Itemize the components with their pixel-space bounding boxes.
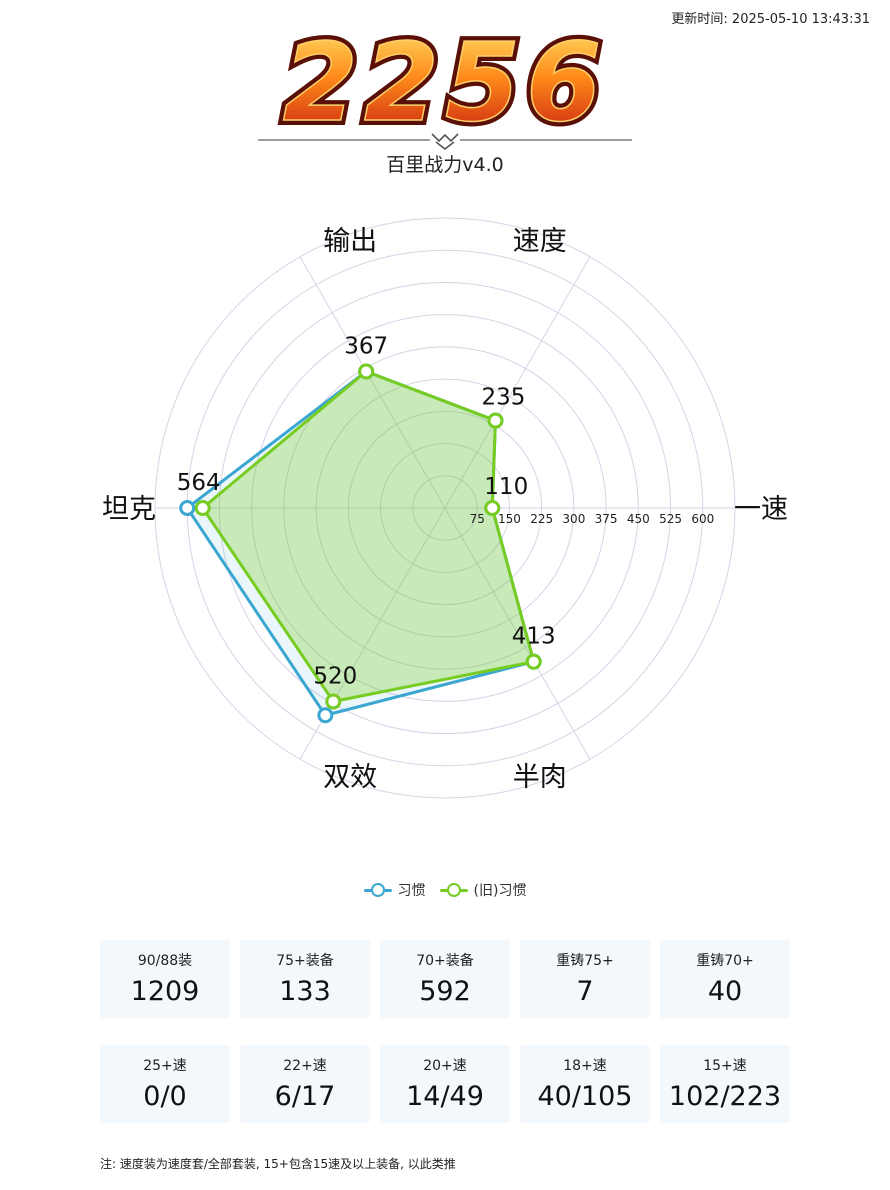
footnote: 注: 速度装为速度套/全部套装, 15+包含15速及以上装备, 以此类推 — [100, 1157, 456, 1171]
stat-label: 90/88装 — [137, 953, 193, 969]
stat-value: 7 — [576, 976, 594, 1007]
stat-label: 重铸70+ — [696, 953, 754, 969]
stat-value: 14/49 — [406, 1081, 484, 1112]
data-point — [317, 707, 334, 724]
stat-label: 15+速 — [703, 1058, 747, 1074]
tick-label: 450 — [627, 512, 650, 526]
update-time: 更新时间: 2025-05-10 13:43:31 — [671, 12, 870, 27]
axis-spoke — [444, 507, 591, 760]
axis-label: 半肉 — [513, 762, 567, 793]
stat-value: 0/0 — [143, 1081, 187, 1112]
stat-card-speed-18: 18+速 40/105 — [520, 1045, 650, 1123]
legend-item-old-habit[interactable]: (旧)习惯 — [439, 880, 527, 900]
data-point — [358, 363, 375, 380]
stat-card-speed-20: 20+速 14/49 — [380, 1045, 510, 1123]
stat-label: 25+速 — [143, 1058, 187, 1074]
axis-label: 双效 — [323, 762, 377, 793]
data-label: 367 — [344, 333, 388, 359]
stat-card-reforge-75: 重铸75+ 7 — [520, 940, 650, 1018]
tick-label: 225 — [530, 512, 553, 526]
stat-card-speed-25: 25+速 0/0 — [100, 1045, 230, 1123]
stat-value: 592 — [419, 976, 471, 1007]
axis-label: 输出 — [323, 226, 377, 257]
legend-label-old-habit: (旧)习惯 — [473, 883, 527, 899]
data-point — [194, 500, 211, 516]
chart-legend: 习惯 (旧)习惯 — [0, 880, 890, 900]
stat-label: 70+装备 — [416, 953, 474, 969]
stat-card-90-88: 90/88装 1209 — [100, 940, 230, 1018]
data-point — [525, 653, 542, 670]
stat-card-75-plus: 75+装备 133 — [240, 940, 370, 1018]
data-point — [487, 412, 504, 429]
stat-value: 133 — [279, 976, 331, 1007]
tick-label: 375 — [595, 512, 618, 526]
stat-value: 40 — [707, 976, 743, 1007]
tick-label: 150 — [498, 512, 521, 526]
legend-item-habit[interactable]: 习惯 — [363, 880, 426, 900]
axis-spoke — [444, 256, 591, 509]
stat-label: 22+速 — [283, 1058, 327, 1074]
legend-marker-old-habit — [439, 883, 468, 897]
axis-label: 速度 — [513, 226, 567, 257]
stat-label: 重铸75+ — [556, 953, 614, 969]
legend-marker-habit — [363, 883, 392, 897]
score-logo-graphic: 2256 2256 — [258, 16, 632, 151]
divider-ornament-icon — [431, 133, 459, 151]
stat-card-speed-22: 22+速 6/17 — [240, 1045, 370, 1123]
legend-label-habit: 习惯 — [397, 883, 426, 899]
axis-spoke — [299, 256, 446, 509]
data-point — [179, 500, 196, 516]
stat-label: 20+速 — [423, 1058, 467, 1074]
data-point — [325, 693, 342, 710]
stat-value: 102/223 — [668, 1081, 782, 1112]
stat-value: 40/105 — [537, 1081, 633, 1112]
speed-stats-row: 25+速 0/0 22+速 6/17 20+速 14/49 18+速 40/10… — [100, 1045, 790, 1123]
logo-text-shadow: 2256 — [283, 22, 608, 146]
stat-card-70-plus: 70+装备 592 — [380, 940, 510, 1018]
stat-card-reforge-70: 重铸70+ 40 — [660, 940, 790, 1018]
stat-label: 18+速 — [563, 1058, 607, 1074]
axis-label: 坦克 — [102, 494, 156, 525]
stat-label: 75+装备 — [276, 953, 334, 969]
subtitle: 百里战力v4.0 — [386, 154, 504, 176]
stat-value: 1209 — [130, 976, 200, 1007]
data-label: 520 — [313, 663, 357, 689]
data-label: 235 — [482, 385, 526, 411]
equipment-stats-row: 90/88装 1209 75+装备 133 70+装备 592 重铸75+ 7 … — [100, 940, 790, 1018]
data-label: 110 — [484, 474, 528, 500]
tick-label: 525 — [659, 512, 682, 526]
series-area — [201, 369, 536, 703]
data-label: 413 — [512, 624, 556, 650]
score-logo: 2256 2256 — [0, 16, 890, 182]
tick-label: 600 — [691, 512, 714, 526]
data-label: 564 — [177, 470, 221, 496]
axis-label: 一速 — [734, 494, 788, 525]
stat-value: 6/17 — [274, 1081, 336, 1112]
radar-grid — [154, 217, 736, 799]
radar-series — [179, 363, 542, 724]
tick-label: 75 — [470, 512, 485, 526]
tick-label: 300 — [562, 512, 585, 526]
data-point — [484, 500, 501, 516]
logo-text: 2256 — [283, 22, 608, 146]
stat-card-speed-15: 15+速 102/223 — [660, 1045, 790, 1123]
